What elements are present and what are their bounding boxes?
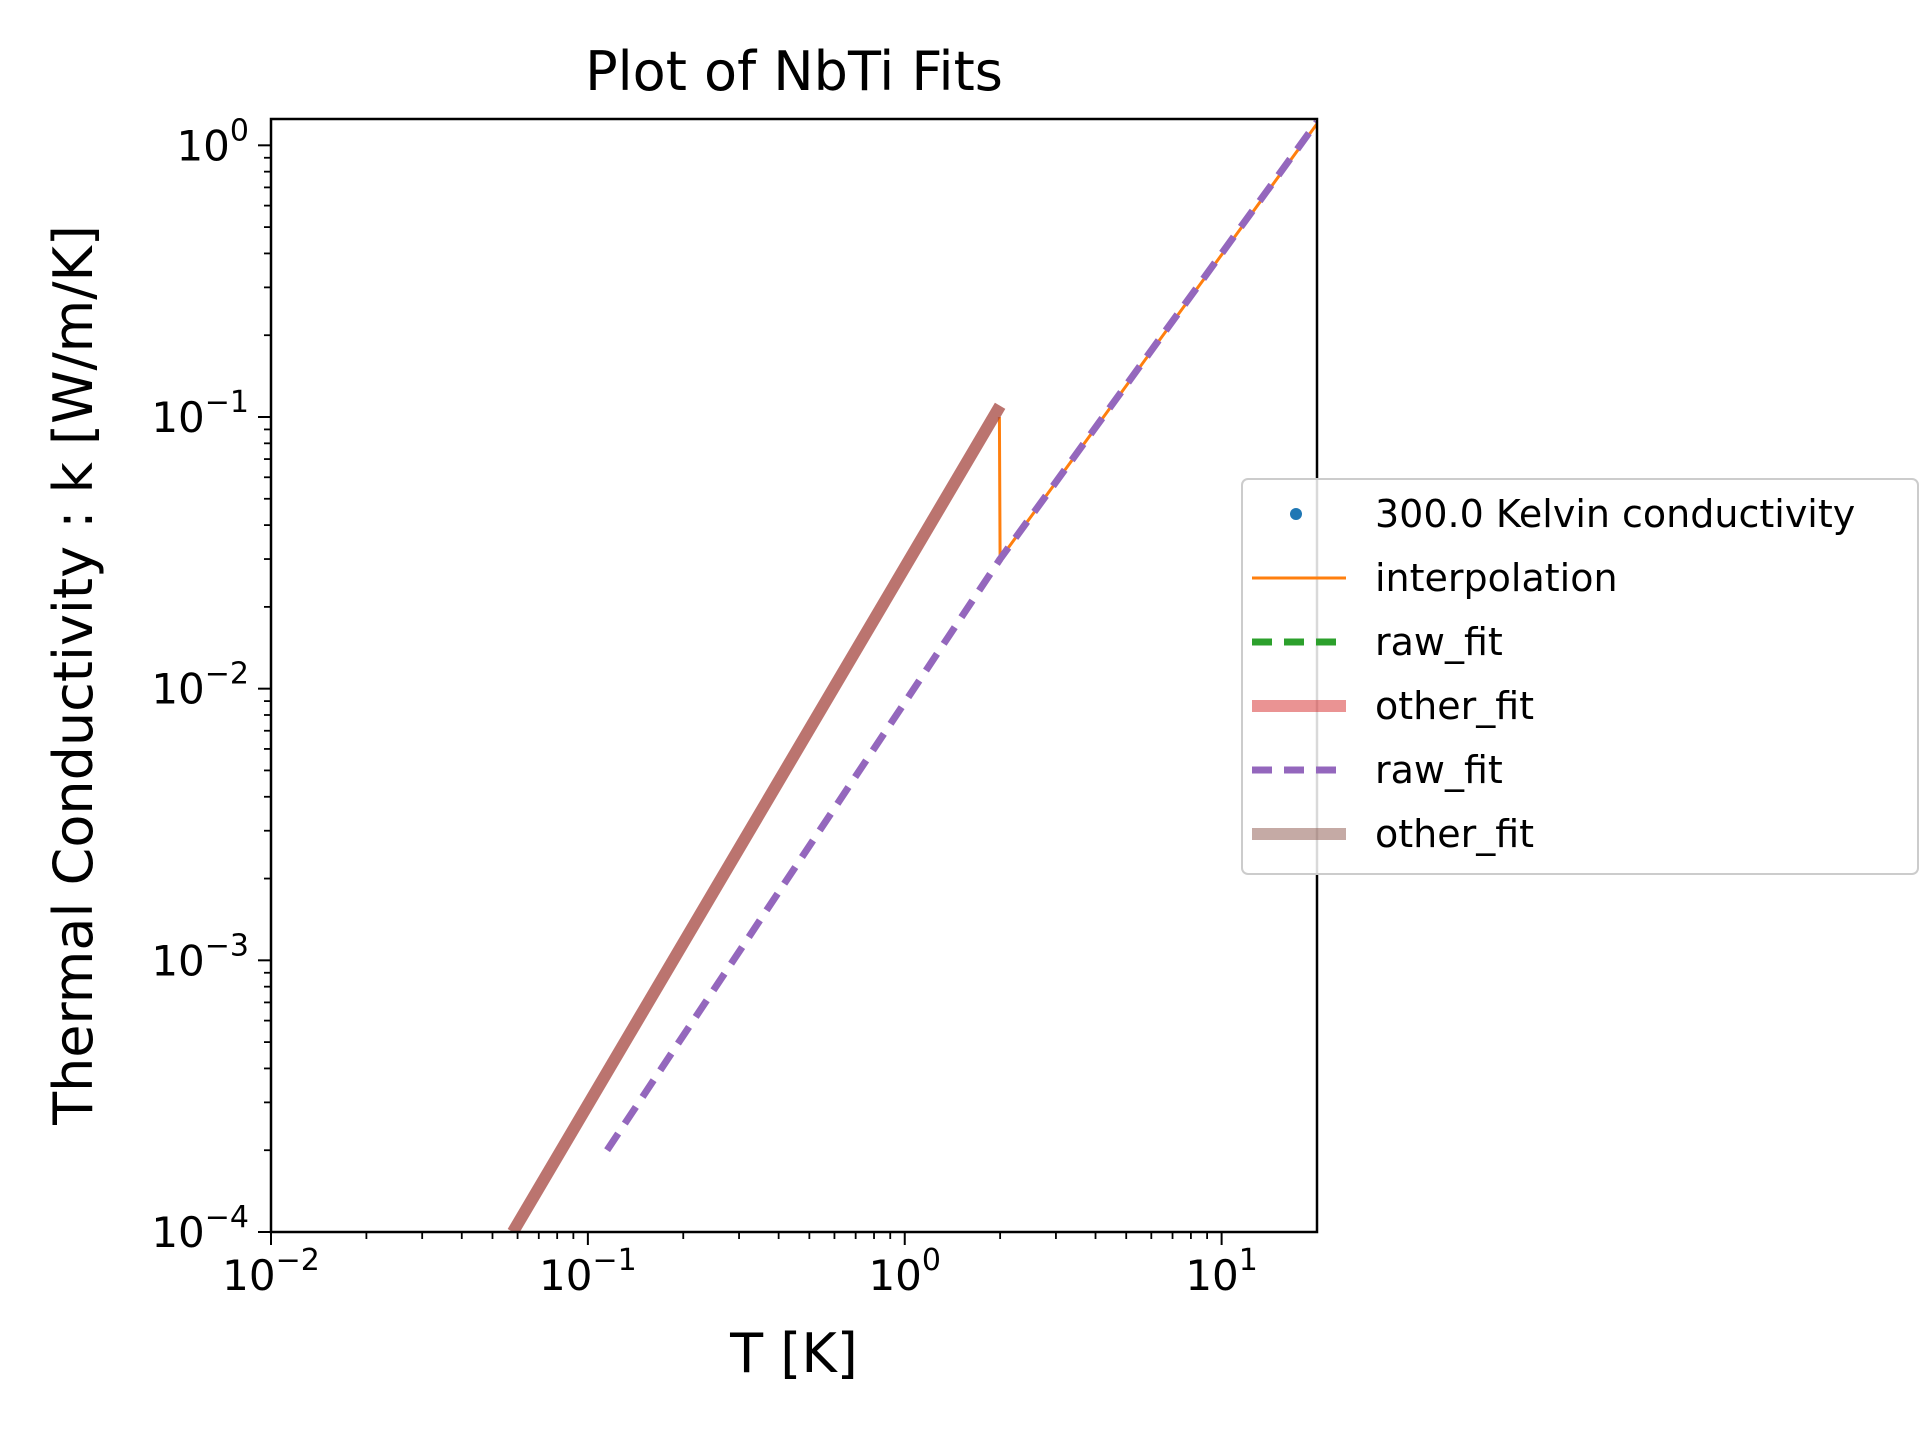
legend-entry: other_fit <box>1252 812 1534 856</box>
series-line-4 <box>604 119 1317 1153</box>
legend-entry: other_fit <box>1252 684 1534 728</box>
legend-marker <box>1290 508 1302 520</box>
legend-entry: raw_fit <box>1252 748 1503 792</box>
y-tick-label: 10−1 <box>151 385 249 442</box>
y-tick-label: 10−3 <box>151 928 249 985</box>
x-axis-label: T [K] <box>729 1322 858 1385</box>
legend: 300.0 Kelvin conductivity interpolation ra… <box>1241 478 1919 875</box>
series-layer <box>507 119 1317 1232</box>
legend-label: interpolation <box>1375 556 1618 600</box>
y-axis: 10−4 10−3 10−2 10−1 100 <box>151 113 271 1257</box>
x-tick-label: 101 <box>1185 1243 1258 1300</box>
y-tick-label: 10−2 <box>151 657 249 714</box>
x-tick-label: 10−2 <box>222 1243 320 1300</box>
x-tick-label: 100 <box>868 1243 941 1300</box>
y-axis-label: Thermal Conductivity : k [W/m/K] <box>42 225 105 1126</box>
x-tick-label: 10−1 <box>539 1243 637 1300</box>
legend-label: other_fit <box>1375 812 1534 856</box>
legend-entry: 300.0 Kelvin conductivity <box>1290 492 1855 536</box>
legend-entry: interpolation <box>1252 556 1618 600</box>
chart-title: Plot of NbTi Fits <box>585 40 1003 103</box>
legend-label: other_fit <box>1375 684 1534 728</box>
legend-entry: raw_fit <box>1252 620 1503 664</box>
series-line-5 <box>507 402 1006 1232</box>
legend-label: raw_fit <box>1375 620 1503 664</box>
legend-box <box>1241 478 1919 875</box>
y-tick-label: 100 <box>176 113 249 170</box>
legend-label: 300.0 Kelvin conductivity <box>1375 492 1855 536</box>
y-tick-label: 10−4 <box>151 1200 249 1257</box>
plot-frame <box>269 117 1319 1234</box>
legend-label: raw_fit <box>1375 748 1503 792</box>
x-axis: 10−2 10−1 100 101 <box>222 1232 1258 1300</box>
